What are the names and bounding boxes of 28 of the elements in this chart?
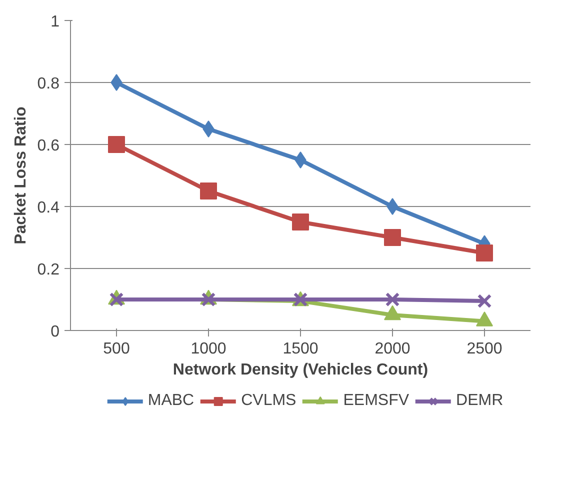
point (294, 152, 306, 168)
point (110, 74, 122, 91)
y-axis-title: Packet Loss Ratio (12, 106, 30, 244)
x-axis-title: Network Density (Vehicles Count) (172, 362, 428, 378)
legend-label: DEMR (456, 392, 504, 410)
y-tick-label: 0.8 (37, 76, 60, 92)
y-tick-label: 0 (50, 324, 60, 340)
point (292, 214, 309, 230)
x-tick-label: 500 (103, 340, 130, 358)
legend-label: EEMSFV (343, 392, 410, 410)
legend-label: CVLMS (241, 392, 296, 410)
legend-label: MABC (148, 392, 194, 410)
point (200, 182, 217, 200)
point (385, 292, 400, 307)
point (384, 229, 401, 246)
y-tick-label: 0.6 (37, 138, 60, 154)
point (202, 120, 214, 138)
point (386, 198, 398, 215)
point (108, 136, 125, 153)
x-tick-label: 2500 (466, 340, 502, 358)
point (477, 294, 492, 308)
y-tick-label: 1 (50, 14, 60, 30)
x-tick-label: 1000 (190, 340, 226, 358)
y-tick-label: 0.2 (37, 262, 60, 278)
y-tick-label: 0.4 (37, 200, 60, 216)
x-tick-label: 2000 (374, 340, 410, 358)
point (476, 244, 493, 262)
x-tick-label: 1500 (282, 340, 318, 358)
